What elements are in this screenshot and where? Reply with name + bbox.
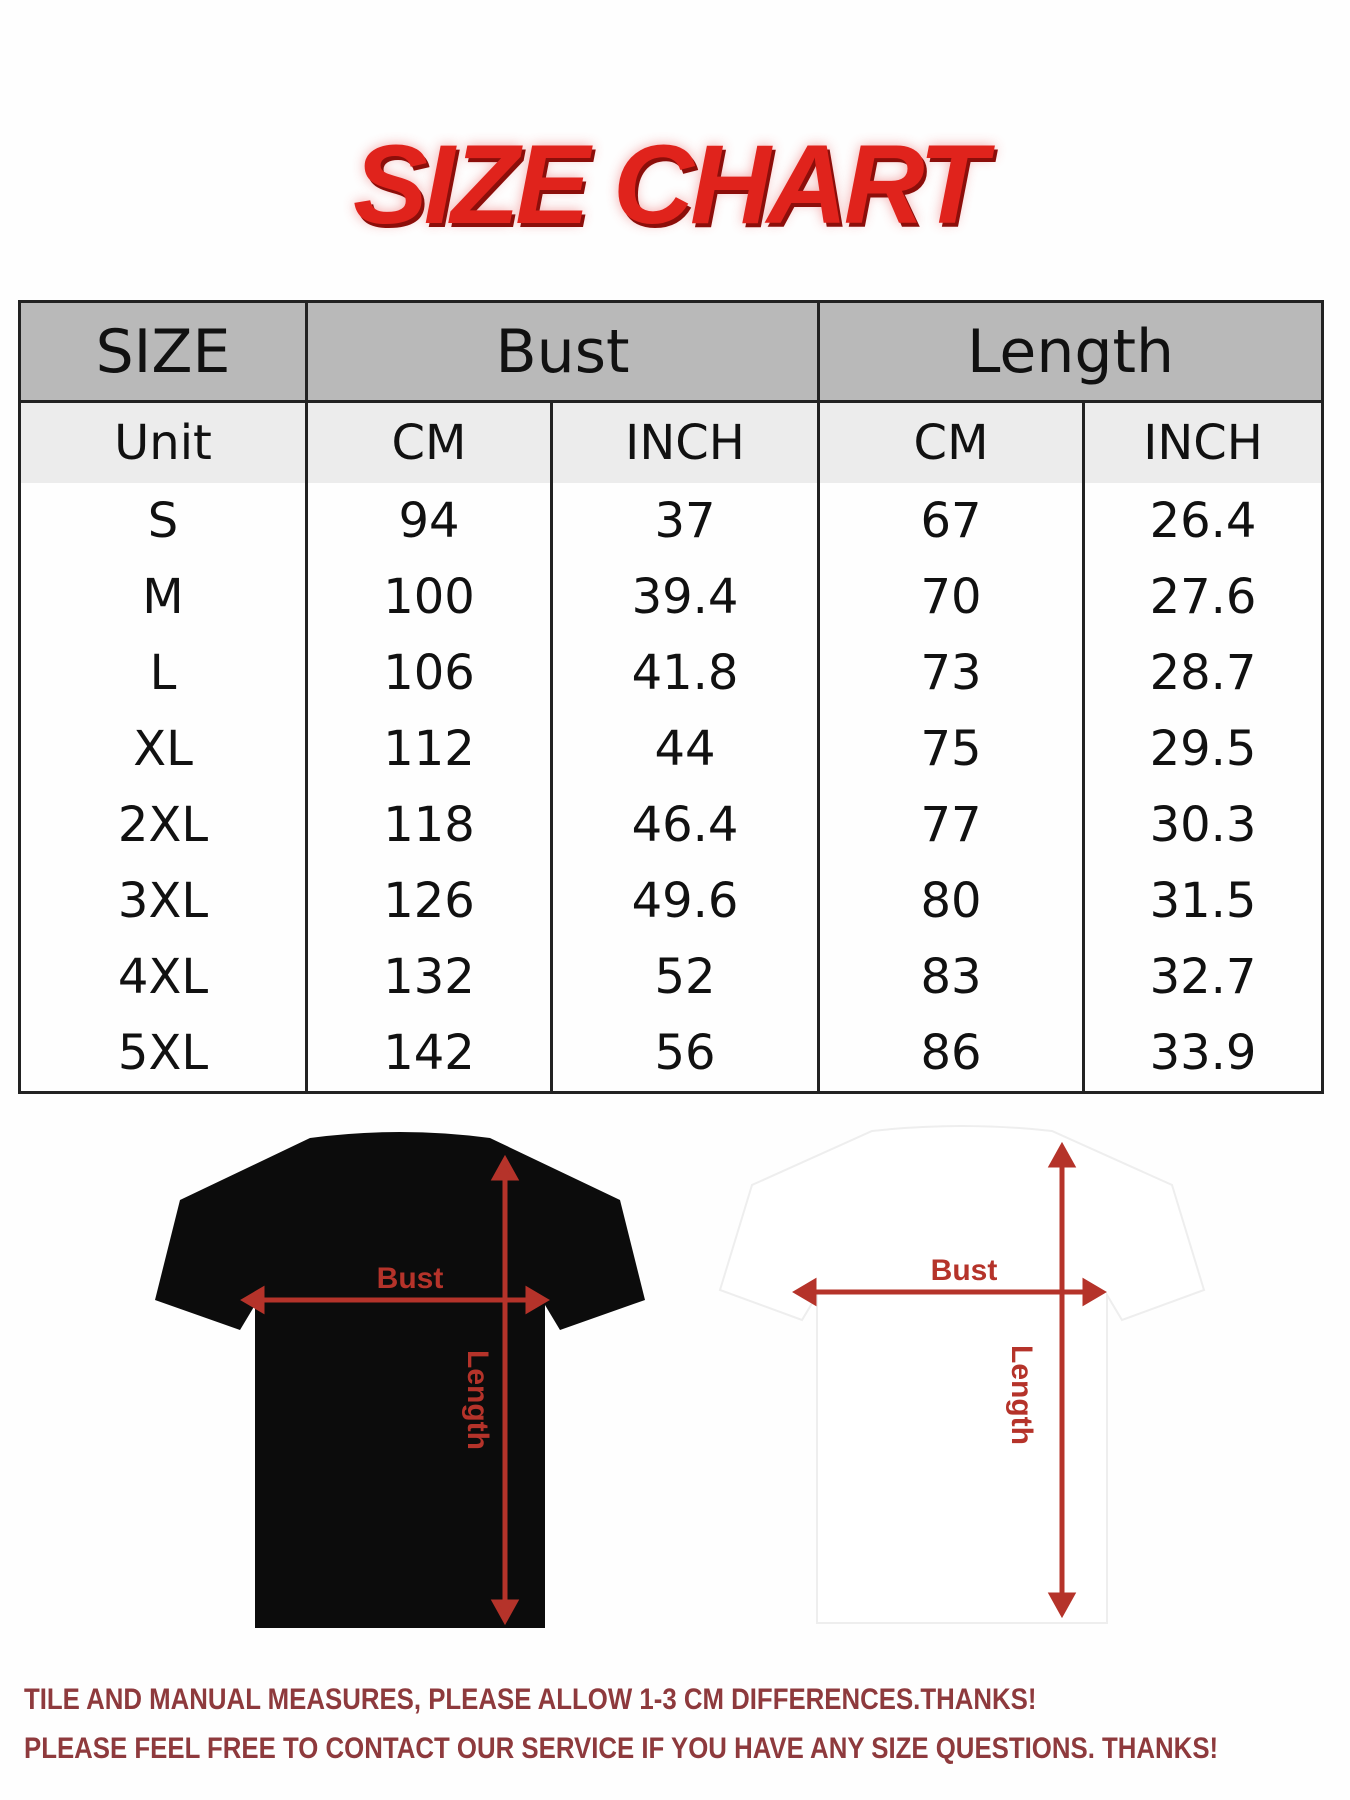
length-label: Length xyxy=(461,1350,494,1450)
value-cell: 52 xyxy=(549,939,821,1015)
value-cell: 83 xyxy=(817,939,1086,1015)
value-cell: 132 xyxy=(305,939,553,1015)
value-cell: 30.3 xyxy=(1082,787,1325,863)
value-cell: 41.8 xyxy=(549,635,821,711)
table-row: 4XL 132 52 83 32.7 xyxy=(18,939,1325,1015)
value-cell: 86 xyxy=(817,1015,1086,1094)
value-cell: 56 xyxy=(549,1015,821,1094)
unit-cell: INCH xyxy=(549,401,821,483)
size-cell: 3XL xyxy=(18,863,308,939)
size-cell: S xyxy=(18,483,308,559)
value-cell: 46.4 xyxy=(549,787,821,863)
size-cell: M xyxy=(18,559,308,635)
white-shirt-diagram: Bust Length xyxy=(718,1125,1206,1624)
unit-cell: INCH xyxy=(1082,401,1325,483)
value-cell: 37 xyxy=(549,483,821,559)
value-cell: 49.6 xyxy=(549,863,821,939)
table-row: 3XL 126 49.6 80 31.5 xyxy=(18,863,1325,939)
header-row: SIZE Bust Length xyxy=(18,300,1325,403)
value-cell: 75 xyxy=(817,711,1086,787)
value-cell: 29.5 xyxy=(1082,711,1325,787)
table-row: M 100 39.4 70 27.6 xyxy=(18,559,1325,635)
length-label: Length xyxy=(1005,1345,1038,1445)
page-title: SIZE CHART xyxy=(353,122,987,247)
size-cell: 2XL xyxy=(18,787,308,863)
size-cell: 4XL xyxy=(18,939,308,1015)
value-cell: 142 xyxy=(305,1015,553,1094)
table-row: L 106 41.8 73 28.7 xyxy=(18,635,1325,711)
value-cell: 118 xyxy=(305,787,553,863)
value-cell: 27.6 xyxy=(1082,559,1325,635)
size-cell: L xyxy=(18,635,308,711)
header-bust: Bust xyxy=(304,300,821,403)
value-cell: 106 xyxy=(305,635,553,711)
unit-cell: Unit xyxy=(18,401,308,483)
value-cell: 44 xyxy=(549,711,821,787)
note-contact: PLEASE FEEL FREE TO CONTACT OUR SERVICE … xyxy=(24,1732,1219,1765)
table-row: S 94 37 67 26.4 xyxy=(18,483,1325,559)
note-tolerance: TILE AND MANUAL MEASURES, PLEASE ALLOW 1… xyxy=(24,1683,1037,1716)
value-cell: 39.4 xyxy=(549,559,821,635)
value-cell: 94 xyxy=(305,483,553,559)
value-cell: 31.5 xyxy=(1082,863,1325,939)
black-shirt-diagram: Bust Length xyxy=(155,1132,645,1628)
value-cell: 112 xyxy=(305,711,553,787)
table-row: 2XL 118 46.4 77 30.3 xyxy=(18,787,1325,863)
unit-row: Unit CM INCH CM INCH xyxy=(18,401,1325,483)
unit-cell: CM xyxy=(817,401,1086,483)
bust-label: Bust xyxy=(377,1262,444,1295)
value-cell: 70 xyxy=(817,559,1086,635)
value-cell: 26.4 xyxy=(1082,483,1325,559)
value-cell: 67 xyxy=(817,483,1086,559)
value-cell: 32.7 xyxy=(1082,939,1325,1015)
size-cell: 5XL xyxy=(18,1015,308,1094)
value-cell: 100 xyxy=(305,559,553,635)
table-row: 5XL 142 56 86 33.9 xyxy=(18,1015,1325,1094)
black-shirt xyxy=(155,1132,645,1628)
value-cell: 73 xyxy=(817,635,1086,711)
value-cell: 28.7 xyxy=(1082,635,1325,711)
table-row: XL 112 44 75 29.5 xyxy=(18,711,1325,787)
header-size: SIZE xyxy=(18,300,308,403)
white-shirt xyxy=(718,1125,1206,1624)
value-cell: 80 xyxy=(817,863,1086,939)
header-length: Length xyxy=(817,300,1325,403)
value-cell: 33.9 xyxy=(1082,1015,1325,1094)
value-cell: 77 xyxy=(817,787,1086,863)
size-cell: XL xyxy=(18,711,308,787)
unit-cell: CM xyxy=(305,401,553,483)
bust-label: Bust xyxy=(931,1254,998,1287)
value-cell: 126 xyxy=(305,863,553,939)
